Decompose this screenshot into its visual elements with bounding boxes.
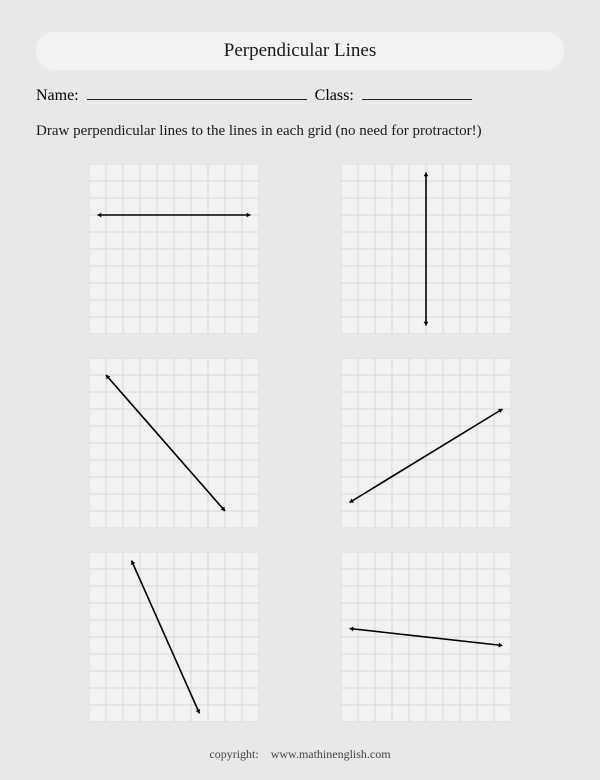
footer-site: www.mathinenglish.com [271,747,391,761]
class-label: Class: [315,87,354,105]
footer-copyright-label: copyright: [209,747,258,761]
problem-grid-container [36,164,564,722]
instructions-text: Draw perpendicular lines to the lines in… [36,123,564,140]
name-blank [87,84,307,100]
problem-grid-2 [341,164,511,334]
problem-grid-5 [89,552,259,722]
worksheet-title: Perpendicular Lines [36,40,564,62]
problem-grid-6 [341,552,511,722]
problem-grid-4 [341,358,511,528]
student-info-row: Name: Class: [36,84,564,105]
problem-grid-1 [89,164,259,334]
class-blank [362,84,472,100]
name-label: Name: [36,87,79,105]
title-bar: Perpendicular Lines [36,32,564,70]
problem-grid-3 [89,358,259,528]
footer: copyright: www.mathinenglish.com [0,747,600,762]
